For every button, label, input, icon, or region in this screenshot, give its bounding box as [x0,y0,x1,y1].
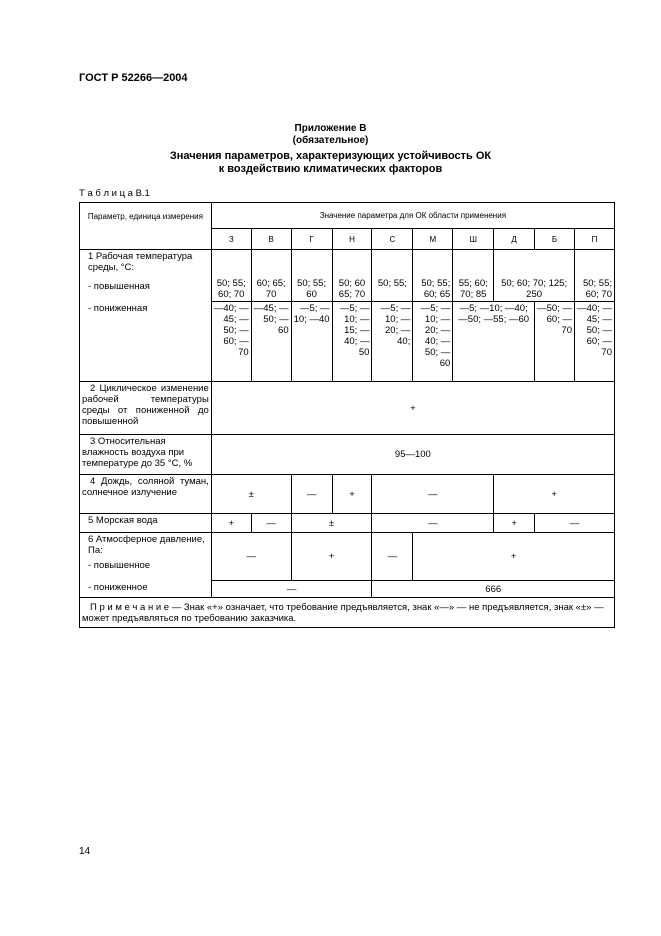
table-cell: + [290,532,373,581]
column-header: Д [493,228,536,250]
table-cell: 666 [371,580,615,598]
table-cell: 95—100 [210,434,616,475]
column-header: П [574,228,615,250]
param-header: Параметр, единица измерения [79,202,212,250]
table-cell: 50; 55; 60; 65 [412,249,454,302]
table-note: П р и м е ч а н и е — Знак «+» означает,… [79,597,615,628]
row-label: 1 Рабочая температура среды, °С: [79,249,212,280]
document-header: ГОСТ Р 52266—2004 [79,72,188,84]
appendix-status: (обязательное) [292,135,369,146]
column-header: Ш [452,228,495,250]
table-cell: 50; 55; 60; 70 [574,249,615,302]
row-sublabel: - пониженное [79,580,212,598]
table-cell: — [210,532,292,581]
row-label: 2 Циклическое изменение рабочей температ… [79,381,212,435]
page-number: 14 [79,846,91,857]
table-cell: 50; 60; 70; 125; 250 [493,249,575,302]
table-cell: — [371,532,414,581]
section-title: Значения параметров, характеризующих уст… [0,150,661,176]
column-header: С [371,228,414,250]
row-label: 3 Относительная влажность воздуха при те… [79,434,212,475]
table-cell: 50; 60 65; 70 [331,249,373,302]
appendix-heading: Приложение В (обязательное) [0,123,661,147]
table-cell: 50; 55; [371,249,414,302]
table-cell: —50; —60; —70 [534,301,575,382]
table-cell: — [371,513,495,533]
table-cell: 60; 65; 70 [250,249,292,302]
column-header: В [250,228,292,250]
table-cell: —40; —45; —50; —60; —70 [210,301,252,382]
table-cell: ± [210,474,292,514]
table-cell: 55; 60; 70; 85 [452,249,495,302]
parameters-table: Параметр, единица измерения Значение пар… [79,202,616,628]
table-cell: — [250,513,292,533]
table-cell: + [412,532,615,581]
table-cell: —5; —10; —40; —50; —55; —60 [452,301,536,382]
table-cell: —5; —10; —15; —40; —50 [331,301,373,382]
table-cell: + [331,474,373,514]
table-label: Т а б л и ц а В.1 [79,188,150,199]
table-cell: 50; 55; 60; 70 [210,249,252,302]
row-label: 4 Дождь, соляной туман, солнечное излуче… [79,474,212,514]
row-sublabel: - пониженная [79,301,212,382]
column-header: Н [331,228,373,250]
row-label: 6 Атмосферное давление, Па: [79,532,212,559]
table-cell: ± [290,513,373,533]
table-cell: 50; 55; 60 [290,249,333,302]
table-cell: — [371,474,495,514]
column-header: М [412,228,454,250]
section-title-line2: к воздействию климатических факторов [218,163,443,175]
table-cell: + [493,513,536,533]
value-header: Значение параметра для ОК области примен… [210,202,616,229]
table-cell: — [290,474,333,514]
column-header: З [210,228,252,250]
table-cell: —45; —50; —60 [250,301,292,382]
column-header: Б [534,228,575,250]
table-cell: —5; —10; —20; —40; —50; —60 [412,301,454,382]
table-cell: —40; —45; —50; —60; —70 [574,301,615,382]
column-header: Г [290,228,333,250]
column-header-row: З В Г Н С М Ш Д Б П [80,228,615,250]
table-cell: + [210,513,252,533]
table-cell: — [210,580,373,598]
section-title-line1: Значения параметров, характеризующих уст… [169,150,492,162]
table-cell: + [210,381,616,435]
table-cell: —5; —10; —40 [290,301,333,382]
table-cell: — [534,513,615,533]
row-label: 5 Морская вода [79,513,212,533]
row-sublabel: - повышенная [79,279,212,302]
table-cell: + [493,474,615,514]
table-cell: —5; —10; —20; —40; [371,301,414,382]
appendix-title: Приложение В [294,123,367,134]
row-sublabel: - повышенное [79,558,212,581]
